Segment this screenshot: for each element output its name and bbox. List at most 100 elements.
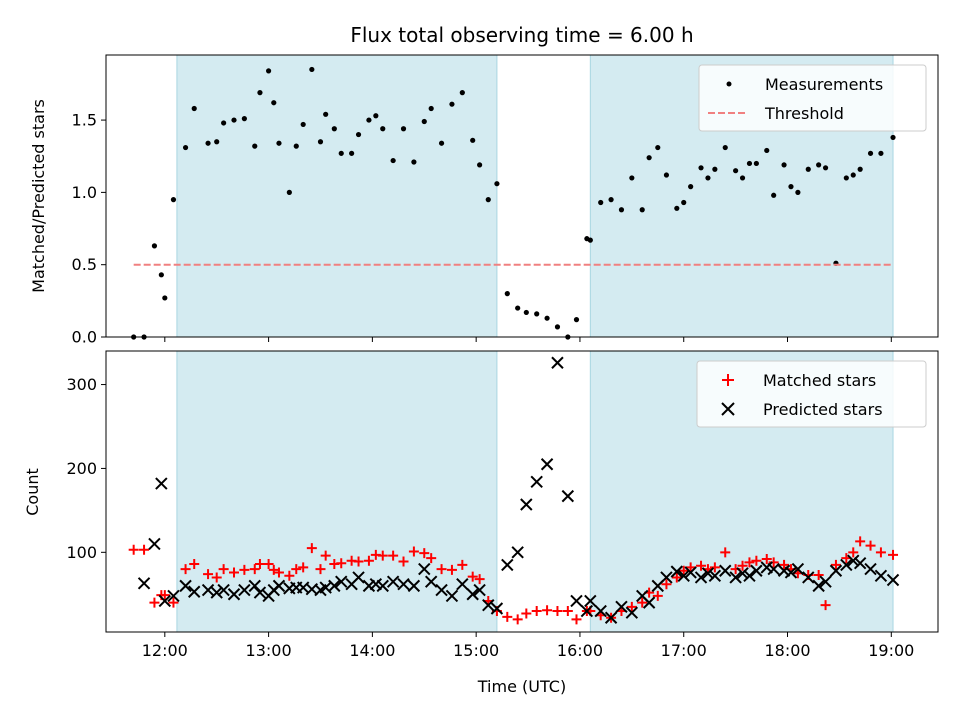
measurement-point [411, 159, 417, 165]
predicted-point [238, 583, 251, 597]
predicted-point [694, 571, 708, 584]
measurement-point [323, 111, 329, 117]
y-tick-label: 100 [66, 543, 97, 562]
measurement-point [850, 172, 856, 178]
legend-predicted-marker [721, 402, 735, 416]
predicted-point [819, 575, 832, 588]
ratio-panel: 0.0 0.5 1.0 1.5 Flux total observing time =… [29, 23, 939, 347]
measurement-point [681, 199, 687, 206]
matched-point [436, 564, 447, 575]
y-tick-label: 0.0 [72, 328, 97, 347]
ratio-y-axis-label: Matched/Predicted stars [29, 99, 48, 293]
legend-predicted-label: Predicted stars [763, 400, 883, 419]
measurement-point [331, 126, 337, 132]
measurement-point [421, 118, 427, 125]
measurement-point [554, 324, 561, 330]
matched-point [751, 555, 762, 566]
ratio-series [131, 66, 896, 340]
measurement-point [688, 184, 694, 190]
predicted-point [743, 569, 756, 583]
measurement-point [191, 105, 197, 112]
predicted-point [625, 606, 639, 619]
matched-point [263, 559, 274, 570]
predicted-point [784, 566, 798, 579]
measurement-point [494, 181, 500, 187]
measurement-point [276, 140, 282, 146]
matched-point [284, 570, 295, 581]
matched-point [865, 540, 876, 551]
predicted-point [642, 596, 656, 609]
predicted-point [179, 579, 192, 593]
matched-point [203, 569, 214, 580]
predicted-point [418, 562, 431, 576]
predicted-point [158, 594, 172, 608]
matched-point [306, 543, 317, 554]
matched-point [720, 547, 731, 558]
measurement-point [470, 137, 476, 143]
legend-threshold-label: Threshold [764, 104, 844, 123]
legend-matched-label: Matched stars [763, 371, 876, 390]
chart-title: Flux total observing time = 6.00 h [350, 23, 693, 47]
measurement-point [349, 150, 355, 156]
measurement-point [857, 166, 863, 172]
measurement-point [300, 121, 306, 128]
matched-point [239, 564, 250, 575]
measurement-point [477, 162, 483, 168]
predicted-point [227, 588, 241, 601]
series-matched-stars [128, 536, 899, 625]
legend-measurements-label: Measurements [765, 75, 883, 94]
measurement-point [373, 113, 379, 119]
matched-point [128, 544, 139, 555]
predicted-point [729, 571, 742, 584]
predicted-point [210, 586, 223, 599]
predicted-point [248, 579, 261, 593]
series-predicted-stars [137, 356, 900, 624]
count-series [128, 356, 900, 625]
matched-point [768, 557, 779, 568]
measurement-point [788, 184, 794, 190]
y-tick-label: 1.0 [72, 183, 97, 202]
predicted-point [473, 583, 486, 597]
matched-point [761, 554, 772, 565]
matched-point [696, 560, 707, 571]
predicted-point [328, 579, 341, 593]
measurement-point [655, 144, 661, 151]
predicted-point [677, 569, 690, 583]
matched-point [398, 556, 409, 567]
matched-point [467, 571, 478, 582]
measurement-point [705, 175, 711, 181]
predicted-point [217, 583, 230, 597]
predicted-point [701, 567, 715, 580]
predicted-point [561, 489, 575, 503]
predicted-point [511, 546, 524, 559]
measurement-point [867, 150, 874, 156]
measurement-point [400, 126, 407, 132]
predicted-point [272, 579, 286, 593]
measurement-point [286, 189, 292, 195]
measurement-point [534, 311, 540, 317]
predicted-point [551, 356, 564, 369]
predicted-point [580, 604, 594, 618]
measurement-point [504, 291, 510, 297]
observing-window-1 [176, 55, 497, 337]
predicted-point [490, 602, 504, 615]
matched-point [298, 562, 309, 573]
measurement-point [485, 197, 491, 203]
measurement-point [712, 166, 718, 172]
measurement-point [158, 272, 164, 278]
predicted-point [615, 600, 628, 614]
measurement-point [252, 143, 258, 149]
matched-point [363, 555, 374, 566]
matched-point [709, 562, 720, 573]
predicted-point [812, 579, 825, 593]
matched-point [139, 544, 150, 555]
measurement-point [674, 205, 680, 211]
x-axis-label: Time (UTC) [477, 677, 566, 696]
predicted-point [802, 571, 815, 584]
matched-point [671, 572, 682, 583]
x-tick-label: 15:00 [453, 641, 499, 660]
measurement-point [265, 68, 272, 74]
predicted-point [188, 585, 201, 598]
matched-point [661, 579, 672, 590]
measurement-point [257, 90, 263, 96]
